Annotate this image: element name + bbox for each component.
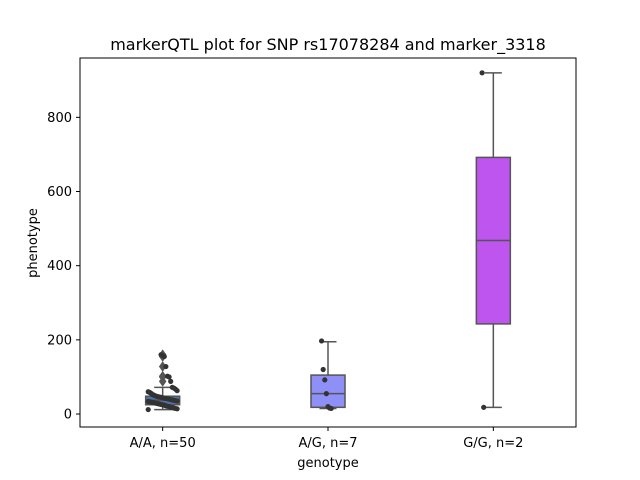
data-point [164,373,171,379]
data-point [325,404,331,410]
data-point [318,338,325,344]
box-group [144,349,181,413]
data-point [479,70,485,76]
data-point [169,384,175,390]
chart-title: markerQTL plot for SNP rs17078284 and ma… [110,35,546,55]
y-tick-label: 800 [47,111,72,126]
y-tick-label: 0 [64,408,72,423]
data-point [158,352,164,358]
plot-area [144,70,512,413]
data-point [481,404,487,410]
y-tick-label: 400 [47,259,72,274]
data-point [163,363,169,370]
data-point [322,377,328,383]
x-tick-label: A/A, n=50 [130,436,196,451]
data-point [320,366,326,373]
box [310,374,346,409]
x-tick-label: G/G, n=2 [463,436,523,451]
data-point [145,406,151,413]
box-group [310,338,346,412]
box-group [475,70,512,410]
y-axis: 0 200 400 600 800 [47,111,80,423]
x-tick-label: A/G, n=7 [298,436,357,451]
y-tick-label: 600 [47,185,72,200]
x-axis-title: genotype [297,456,358,471]
data-point [145,398,151,405]
y-axis-title: phenotype [26,208,41,278]
outlier-marker [158,370,167,382]
data-point [145,389,151,395]
x-axis: A/A, n=50 A/G, n=7 G/G, n=2 [130,427,523,451]
data-point [323,391,329,397]
y-tick-label: 200 [47,333,72,348]
data-point [168,378,174,384]
